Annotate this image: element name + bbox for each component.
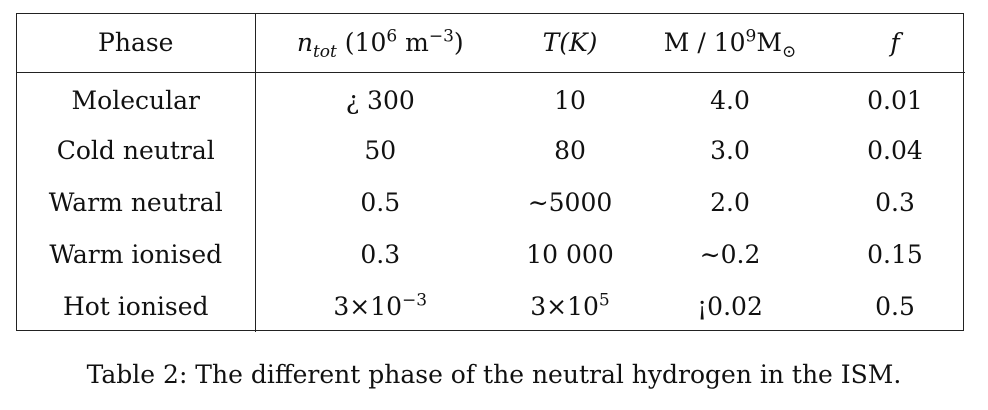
header-mass: M / 109M⊙: [635, 14, 825, 73]
header-density-unit-post: ): [453, 28, 464, 58]
header-row: Phase ntot (106 m−3) T(K) M / 109M⊙ f: [17, 14, 965, 73]
header-density-exp1: 6: [386, 26, 398, 47]
header-density-unit-mid: m: [397, 28, 429, 58]
cell-density: ¿ 300: [345, 85, 415, 115]
cell-fraction: 0.3: [875, 187, 915, 217]
cell-fraction: 0.15: [867, 239, 923, 269]
cell-temperature: 10 000: [526, 239, 614, 269]
cell-temperature: 80: [554, 135, 586, 165]
table-caption: Table 2: The different phase of the neut…: [86, 360, 902, 389]
cell-mass: ∼0.2: [699, 239, 761, 269]
cell-density: 50: [364, 135, 397, 165]
table-row: Hot ionised 3×10−3 3×105 ¡0.02 0.5: [17, 280, 965, 332]
cell-mass: 4.0: [710, 85, 750, 115]
cell-density-base: 3×10: [333, 291, 403, 321]
cell-mass: 3.0: [710, 135, 750, 165]
table-row: Molecular ¿ 300 10 4.0 0.01: [17, 72, 965, 124]
ism-phase-table: Phase ntot (106 m−3) T(K) M / 109M⊙ f Mo…: [17, 14, 965, 332]
table-row: Cold neutral 50 80 3.0 0.04: [17, 124, 965, 176]
cell-phase: Molecular: [17, 72, 256, 124]
header-mass-post: M: [756, 28, 782, 58]
header-temperature: T(K): [505, 14, 635, 73]
cell-phase: Warm ionised: [17, 228, 256, 280]
cell-mass: ¡0.02: [697, 291, 763, 321]
header-density-var: n: [296, 28, 313, 58]
cell-density: 0.3: [360, 239, 401, 269]
header-mass-exp: 9: [745, 26, 757, 47]
cell-density: 3×10−3: [255, 280, 505, 332]
header-density-sub: tot: [312, 42, 337, 63]
cell-density: 0.5: [360, 187, 401, 217]
cell-temperature-exp: 5: [598, 290, 610, 311]
cell-fraction: 0.5: [875, 291, 915, 321]
table-row: Warm neutral 0.5 ∼5000 2.0 0.3: [17, 176, 965, 228]
ism-phase-table-frame: Phase ntot (106 m−3) T(K) M / 109M⊙ f Mo…: [16, 13, 965, 332]
cell-mass: 2.0: [710, 187, 750, 217]
header-density-unit-pre: (10: [336, 28, 387, 58]
table-row: Warm ionised 0.3 10 000 ∼0.2 0.15: [17, 228, 965, 280]
cell-temperature: ∼5000: [527, 187, 613, 217]
header-mass-sun-symbol: ⊙: [781, 42, 797, 63]
header-phase: Phase: [17, 14, 256, 73]
cell-fraction: 0.04: [867, 135, 923, 165]
cell-temperature-base: 3×10: [530, 291, 599, 321]
cell-fraction: 0.01: [867, 85, 923, 115]
cell-phase: Cold neutral: [17, 124, 256, 176]
header-density: ntot (106 m−3): [255, 14, 505, 73]
cell-temperature: 3×105: [505, 280, 635, 332]
header-density-exp2: −3: [428, 26, 454, 47]
cell-density-exp: −3: [402, 290, 428, 311]
header-mass-pre: M / 10: [663, 28, 746, 58]
cell-phase: Hot ionised: [17, 280, 256, 332]
cell-phase: Warm neutral: [17, 176, 256, 228]
cell-temperature: 10: [554, 85, 586, 115]
header-fraction: f: [825, 14, 965, 73]
